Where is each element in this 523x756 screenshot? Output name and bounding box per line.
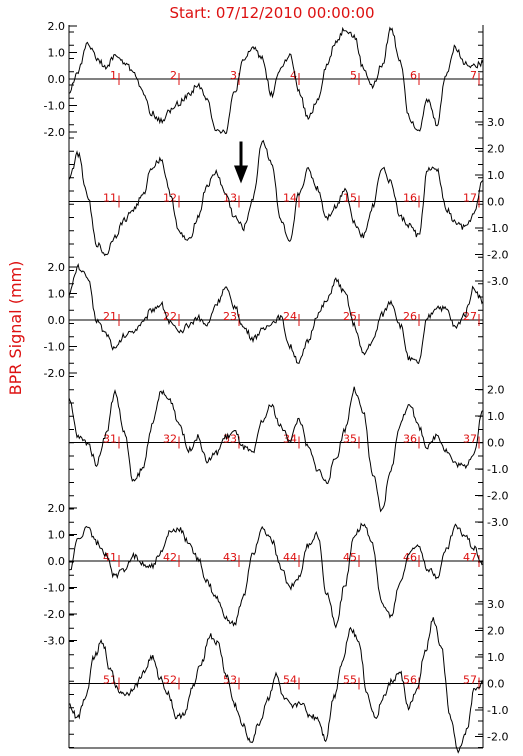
y-tick-label: 0.0 — [487, 437, 505, 450]
y-tick-label: -3.0 — [487, 516, 508, 529]
y-tick-label: -2.0 — [487, 490, 508, 503]
minute-label: 47 — [463, 551, 477, 564]
minute-label: 3 — [230, 69, 237, 82]
signal-trace-6 — [68, 617, 484, 754]
minute-label: 36 — [403, 433, 417, 446]
row-panel-6: 3.02.01.00.0-1.0-2.0-3.05152535455565758… — [68, 598, 508, 754]
minute-label: 33 — [223, 433, 237, 446]
row-panel-2: 3.02.01.00.0-1.0-2.0-3.01112131415161718… — [68, 116, 508, 288]
y-tick-label: -2.0 — [44, 126, 65, 139]
minute-label: 1 — [110, 69, 117, 82]
y-tick-label: 0.0 — [48, 555, 66, 568]
y-tick-label: 2.0 — [48, 261, 66, 274]
signal-trace-2 — [68, 139, 484, 257]
y-tick-label: 1.0 — [48, 288, 66, 301]
minute-label: 14 — [283, 192, 297, 205]
minute-label: 22 — [163, 310, 177, 323]
minute-label: 43 — [223, 551, 237, 564]
minute-label: 32 — [163, 433, 177, 446]
minute-label: 21 — [103, 310, 117, 323]
y-tick-label: 2.0 — [48, 502, 66, 515]
down-arrow-icon — [234, 165, 248, 184]
minute-label: 5 — [350, 69, 357, 82]
y-tick-label: 1.0 — [487, 410, 505, 423]
minute-label: 56 — [403, 674, 417, 687]
minute-label: 11 — [103, 192, 117, 205]
minute-label: 44 — [283, 551, 297, 564]
minute-label: 17 — [463, 192, 477, 205]
minute-label: 16 — [403, 192, 417, 205]
y-tick-label: -1.0 — [44, 582, 65, 595]
row-panel-3: 2.01.00.0-1.0-2.0212223242526272829 — [44, 261, 484, 380]
minute-label: 24 — [283, 310, 297, 323]
minute-label: 54 — [283, 674, 297, 687]
y-tick-label: -1.0 — [487, 704, 508, 717]
y-tick-label: 1.0 — [487, 651, 505, 664]
minute-label: 25 — [343, 310, 357, 323]
minute-label: 2 — [170, 69, 177, 82]
y-tick-label: 0.0 — [48, 73, 66, 86]
signal-trace-1 — [68, 26, 484, 135]
y-tick-label: -1.0 — [44, 341, 65, 354]
minute-label: 7 — [470, 69, 477, 82]
y-tick-label: -2.0 — [487, 731, 508, 744]
signal-trace-5 — [68, 522, 484, 629]
minute-label: 42 — [163, 551, 177, 564]
y-tick-label: -2.0 — [44, 367, 65, 380]
y-tick-label: 0.0 — [487, 678, 505, 691]
y-tick-label: 3.0 — [487, 598, 505, 611]
minute-label: 6 — [410, 69, 417, 82]
minute-label: 15 — [343, 192, 357, 205]
row-panel-5: 2.01.00.0-1.0-2.0-3.0414243444546474849 — [44, 502, 484, 648]
minute-label: 52 — [163, 674, 177, 687]
y-tick-label: -2.0 — [44, 608, 65, 621]
row-panel-1: 2.01.00.0-1.0-2.0123456789 — [44, 20, 484, 139]
chart-title: Start: 07/12/2010 00:00:00 — [169, 4, 374, 22]
minute-label: 55 — [343, 674, 357, 687]
signal-trace-4 — [68, 386, 484, 513]
y-tick-label: 1.0 — [48, 529, 66, 542]
minute-label: 23 — [223, 310, 237, 323]
y-tick-label: 2.0 — [487, 625, 505, 638]
row-panel-4: 2.01.00.0-1.0-2.0-3.0313233343536373839 — [68, 384, 508, 529]
y-tick-label: 0.0 — [487, 196, 505, 209]
y-tick-label: -3.0 — [44, 635, 65, 648]
y-tick-label: 2.0 — [487, 143, 505, 156]
minute-label: 53 — [223, 674, 237, 687]
y-tick-label: -3.0 — [487, 275, 508, 288]
minute-label: 26 — [403, 310, 417, 323]
y-tick-label: 1.0 — [487, 169, 505, 182]
y-tick-label: 0.0 — [48, 314, 66, 327]
minute-label: 31 — [103, 433, 117, 446]
y-tick-label: -1.0 — [487, 222, 508, 235]
y-tick-label: 2.0 — [487, 384, 505, 397]
minute-label: 34 — [283, 433, 297, 446]
panel-stack: 2.01.00.0-1.0-2.01234567893.02.01.00.0-1… — [44, 20, 508, 754]
y-tick-label: 2.0 — [48, 20, 66, 33]
minute-label: 4 — [290, 69, 297, 82]
minute-label: 12 — [163, 192, 177, 205]
y-tick-label: 1.0 — [48, 47, 66, 60]
minute-label: 57 — [463, 674, 477, 687]
signal-trace-3 — [68, 262, 484, 365]
minute-label: 37 — [463, 433, 477, 446]
minute-label: 35 — [343, 433, 357, 446]
y-tick-label: -2.0 — [487, 249, 508, 262]
y-tick-label: 3.0 — [487, 116, 505, 129]
y-tick-label: -1.0 — [487, 463, 508, 476]
y-tick-label: -1.0 — [44, 100, 65, 113]
y-axis-label: BPR Signal (mm) — [6, 261, 25, 396]
